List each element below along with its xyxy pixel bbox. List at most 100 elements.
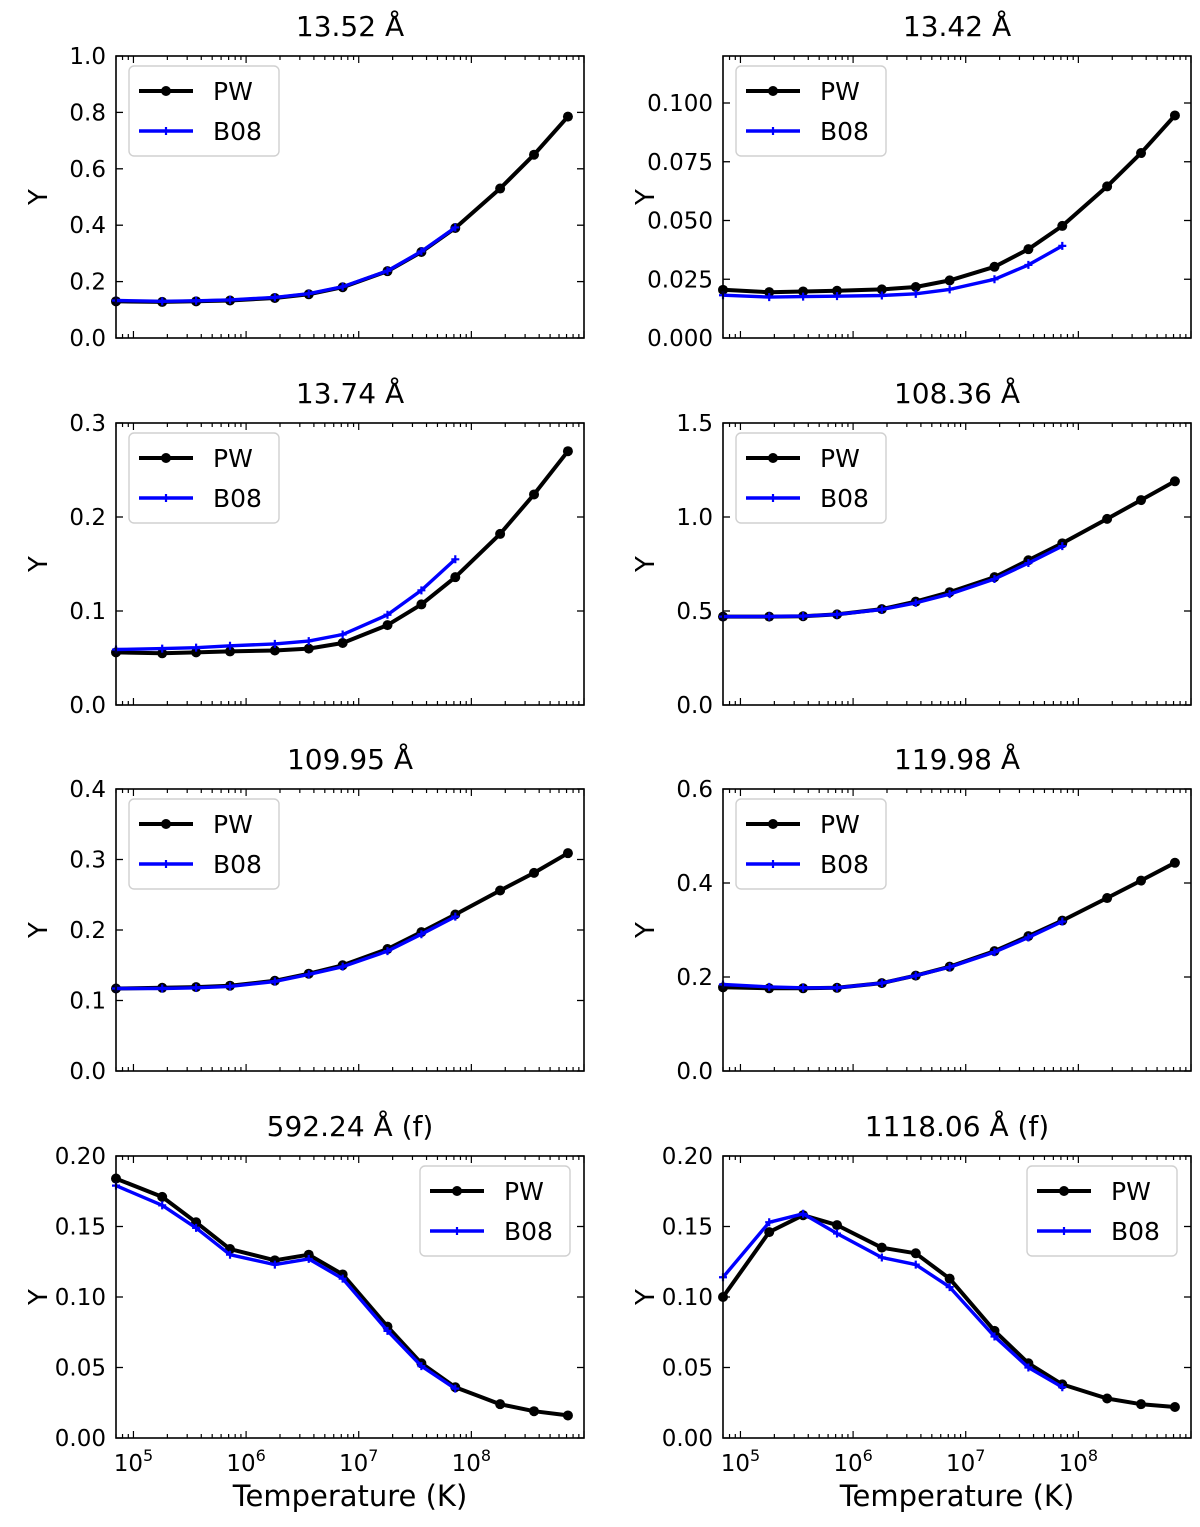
- legend-label-pw: PW: [213, 444, 253, 473]
- y-tick-label: 0.1: [69, 599, 106, 625]
- data-point-b08: [304, 1254, 313, 1263]
- legend-label-pw: PW: [820, 77, 860, 106]
- data-point-b08: [877, 605, 886, 614]
- y-tick-label: 0.10: [662, 1285, 713, 1311]
- data-point-b08: [990, 948, 999, 957]
- y-tick-label: 0.20: [662, 1144, 713, 1170]
- plot-frame: [115, 788, 585, 1072]
- legend-label-b08: B08: [213, 117, 262, 146]
- legend: PW B08: [128, 65, 280, 157]
- y-tick-label: 1.0: [69, 44, 106, 70]
- data-point-b08: [799, 983, 808, 992]
- y-tick-label: 0.000: [647, 326, 713, 352]
- y-tick-label: 0.3: [69, 848, 106, 874]
- y-tick-label: 0.0: [69, 1059, 106, 1085]
- data-point-b08: [990, 575, 999, 584]
- data-point-b08: [945, 963, 954, 972]
- data-point-pw: [1102, 513, 1113, 524]
- y-tick-label: 0.100: [647, 91, 713, 117]
- x-tick-label: 107: [339, 1446, 378, 1477]
- legend-marker-b08: [162, 860, 170, 868]
- y-axis-label: Y: [24, 922, 54, 939]
- data-point-pw: [1057, 220, 1068, 231]
- legend-label-b08: B08: [213, 484, 262, 513]
- data-point-pw: [1136, 1399, 1147, 1410]
- data-point-pw: [944, 1273, 955, 1284]
- y-axis-label: Y: [631, 556, 661, 573]
- legend: PW B08: [735, 432, 887, 524]
- subplot-5: 109.95 Å Y 0.0 0.1 0.2 0.3 0.4 PW B08: [24, 742, 585, 1085]
- legend-label-b08: B08: [820, 117, 869, 146]
- x-tick-label: 108: [1059, 1446, 1098, 1477]
- legend-marker-pw: [768, 819, 778, 829]
- data-point-b08: [270, 639, 279, 648]
- subplot-7: 592.24 Å (f) Y 0.00 0.05 0.10 0.15 0.20 105 106 1…: [24, 1109, 585, 1513]
- data-point-pw: [798, 286, 809, 297]
- data-point-b08: [1058, 917, 1067, 926]
- legend-marker-pw: [768, 86, 778, 96]
- subplot-title: 109.95 Å: [287, 742, 413, 776]
- data-point-b08: [799, 292, 808, 301]
- data-point-b08: [226, 982, 235, 991]
- data-point-pw: [1136, 148, 1147, 159]
- data-point-pw: [495, 885, 506, 896]
- data-point-b08: [383, 266, 392, 275]
- legend: PW B08: [128, 432, 280, 524]
- legend: PW B08: [1026, 1165, 1178, 1257]
- legend-label-pw: PW: [820, 444, 860, 473]
- data-point-b08: [833, 610, 842, 619]
- subplot-2: 13.42 Å Y 0.000 0.025 0.050 0.075 0.100 PW B08: [631, 9, 1192, 352]
- data-point-b08: [158, 1201, 167, 1210]
- series-b08: [112, 223, 460, 306]
- data-point-b08: [451, 223, 460, 232]
- legend: PW B08: [735, 798, 887, 890]
- data-point-b08: [417, 586, 426, 595]
- data-point-b08: [270, 977, 279, 986]
- data-point-b08: [417, 930, 426, 939]
- data-point-b08: [877, 291, 886, 300]
- data-point-b08: [192, 983, 201, 992]
- series-line-b08: [722, 919, 1064, 990]
- y-tick-label: 0.15: [55, 1215, 106, 1241]
- y-tick-label: 1.5: [676, 411, 713, 437]
- data-point-b08: [799, 1209, 808, 1218]
- legend-marker-pw: [161, 86, 171, 96]
- data-point-b08: [911, 971, 920, 980]
- data-point-pw: [910, 282, 921, 293]
- legend-label-pw: PW: [820, 810, 860, 839]
- series-b08: [719, 917, 1067, 992]
- data-point-b08: [338, 1274, 347, 1283]
- data-point-b08: [270, 293, 279, 302]
- subplot-1: 13.52 Å Y 0.0 0.2 0.4 0.6 0.8 1.0 PW B08: [24, 9, 585, 352]
- legend: PW B08: [419, 1165, 571, 1257]
- y-tick-label: 0.0: [69, 693, 106, 719]
- data-point-b08: [1024, 1363, 1033, 1372]
- subplot-3: 13.74 Å Y 0.0 0.1 0.2 0.3 PW B08: [24, 376, 585, 719]
- data-point-b08: [765, 1218, 774, 1227]
- legend-label-b08: B08: [1111, 1217, 1160, 1246]
- data-point-b08: [945, 1283, 954, 1292]
- data-point-b08: [990, 275, 999, 284]
- plot-frame: [722, 788, 1192, 1072]
- y-tick-label: 0.0: [676, 1059, 713, 1085]
- legend-marker-b08: [453, 1227, 461, 1235]
- data-point-pw: [832, 1220, 843, 1231]
- data-point-b08: [383, 1326, 392, 1335]
- subplot-title: 108.36 Å: [894, 376, 1020, 410]
- subplot-8: 1118.06 Å (f) Y 0.00 0.05 0.10 0.15 0.20 105 106…: [631, 1109, 1192, 1513]
- plot-frame: [722, 1155, 1192, 1439]
- data-point-b08: [799, 612, 808, 621]
- data-point-pw: [1023, 244, 1034, 255]
- data-point-pw: [989, 261, 1000, 272]
- subplot-title: 592.24 Å (f): [267, 1109, 434, 1143]
- series-pw: [718, 110, 1180, 298]
- data-point-b08: [226, 1250, 235, 1259]
- data-point-b08: [1024, 260, 1033, 269]
- data-point-pw: [832, 285, 843, 296]
- data-point-pw: [529, 1406, 540, 1417]
- y-tick-label: 0.5: [676, 599, 713, 625]
- x-tick-label: 106: [226, 1446, 265, 1477]
- y-tick-label: 0.2: [69, 270, 106, 296]
- y-tick-label: 0.4: [676, 871, 713, 897]
